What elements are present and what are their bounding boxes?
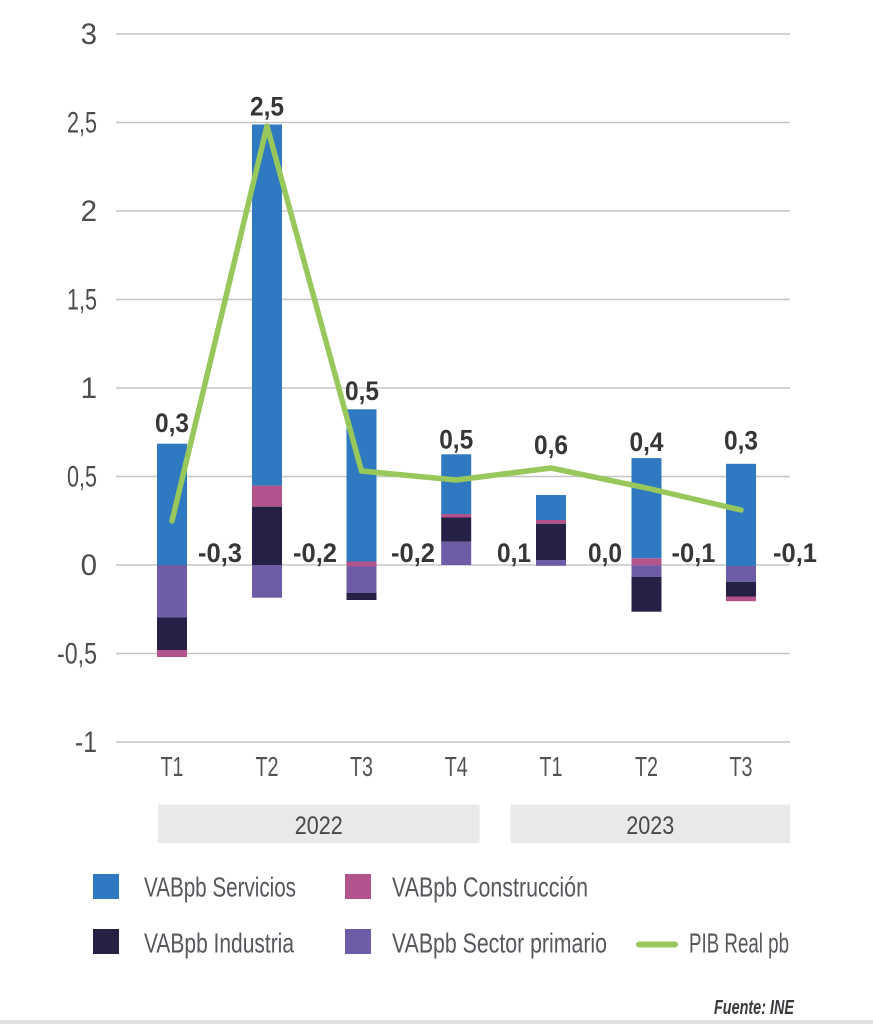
svg-text:Fuente: INE: Fuente: INE: [714, 997, 794, 1019]
svg-text:-1: -1: [75, 726, 97, 759]
svg-text:VABpb Construcción: VABpb Construcción: [392, 872, 588, 903]
svg-text:1: 1: [81, 372, 97, 405]
svg-text:VABpb Servicios: VABpb Servicios: [144, 872, 296, 903]
svg-text:0,1: 0,1: [497, 538, 531, 568]
svg-text:-0,3: -0,3: [198, 538, 242, 568]
svg-text:3: 3: [81, 18, 97, 51]
svg-text:0,3: 0,3: [724, 426, 758, 456]
svg-text:2,5: 2,5: [250, 92, 284, 122]
svg-text:VABpb Sector primario: VABpb Sector primario: [392, 928, 607, 959]
svg-text:PIB Real pb: PIB Real pb: [689, 928, 789, 959]
svg-text:T4: T4: [445, 751, 468, 782]
svg-text:-0,5: -0,5: [57, 638, 97, 671]
svg-text:0,5: 0,5: [439, 425, 473, 455]
svg-text:0,5: 0,5: [345, 376, 379, 406]
svg-text:0,5: 0,5: [67, 461, 97, 494]
svg-text:T2: T2: [635, 751, 658, 782]
svg-text:2: 2: [81, 195, 97, 228]
svg-text:0,3: 0,3: [155, 408, 189, 438]
svg-text:2023: 2023: [626, 812, 674, 840]
svg-text:2022: 2022: [295, 812, 343, 840]
svg-text:T3: T3: [730, 751, 753, 782]
svg-text:T3: T3: [350, 751, 373, 782]
svg-text:-0,1: -0,1: [773, 538, 817, 568]
svg-text:0,0: 0,0: [588, 538, 622, 568]
svg-text:T2: T2: [256, 751, 279, 782]
svg-text:T1: T1: [161, 751, 184, 782]
svg-text:-0,2: -0,2: [391, 538, 435, 568]
svg-text:2,5: 2,5: [67, 107, 97, 140]
svg-text:VABpb Industria: VABpb Industria: [144, 928, 294, 959]
svg-text:-0,1: -0,1: [672, 538, 716, 568]
svg-text:0: 0: [81, 549, 97, 582]
svg-text:0,4: 0,4: [630, 427, 664, 457]
svg-text:1,5: 1,5: [67, 284, 97, 317]
svg-text:0,6: 0,6: [534, 430, 568, 460]
svg-text:-0,2: -0,2: [293, 538, 337, 568]
svg-text:T1: T1: [540, 751, 563, 782]
